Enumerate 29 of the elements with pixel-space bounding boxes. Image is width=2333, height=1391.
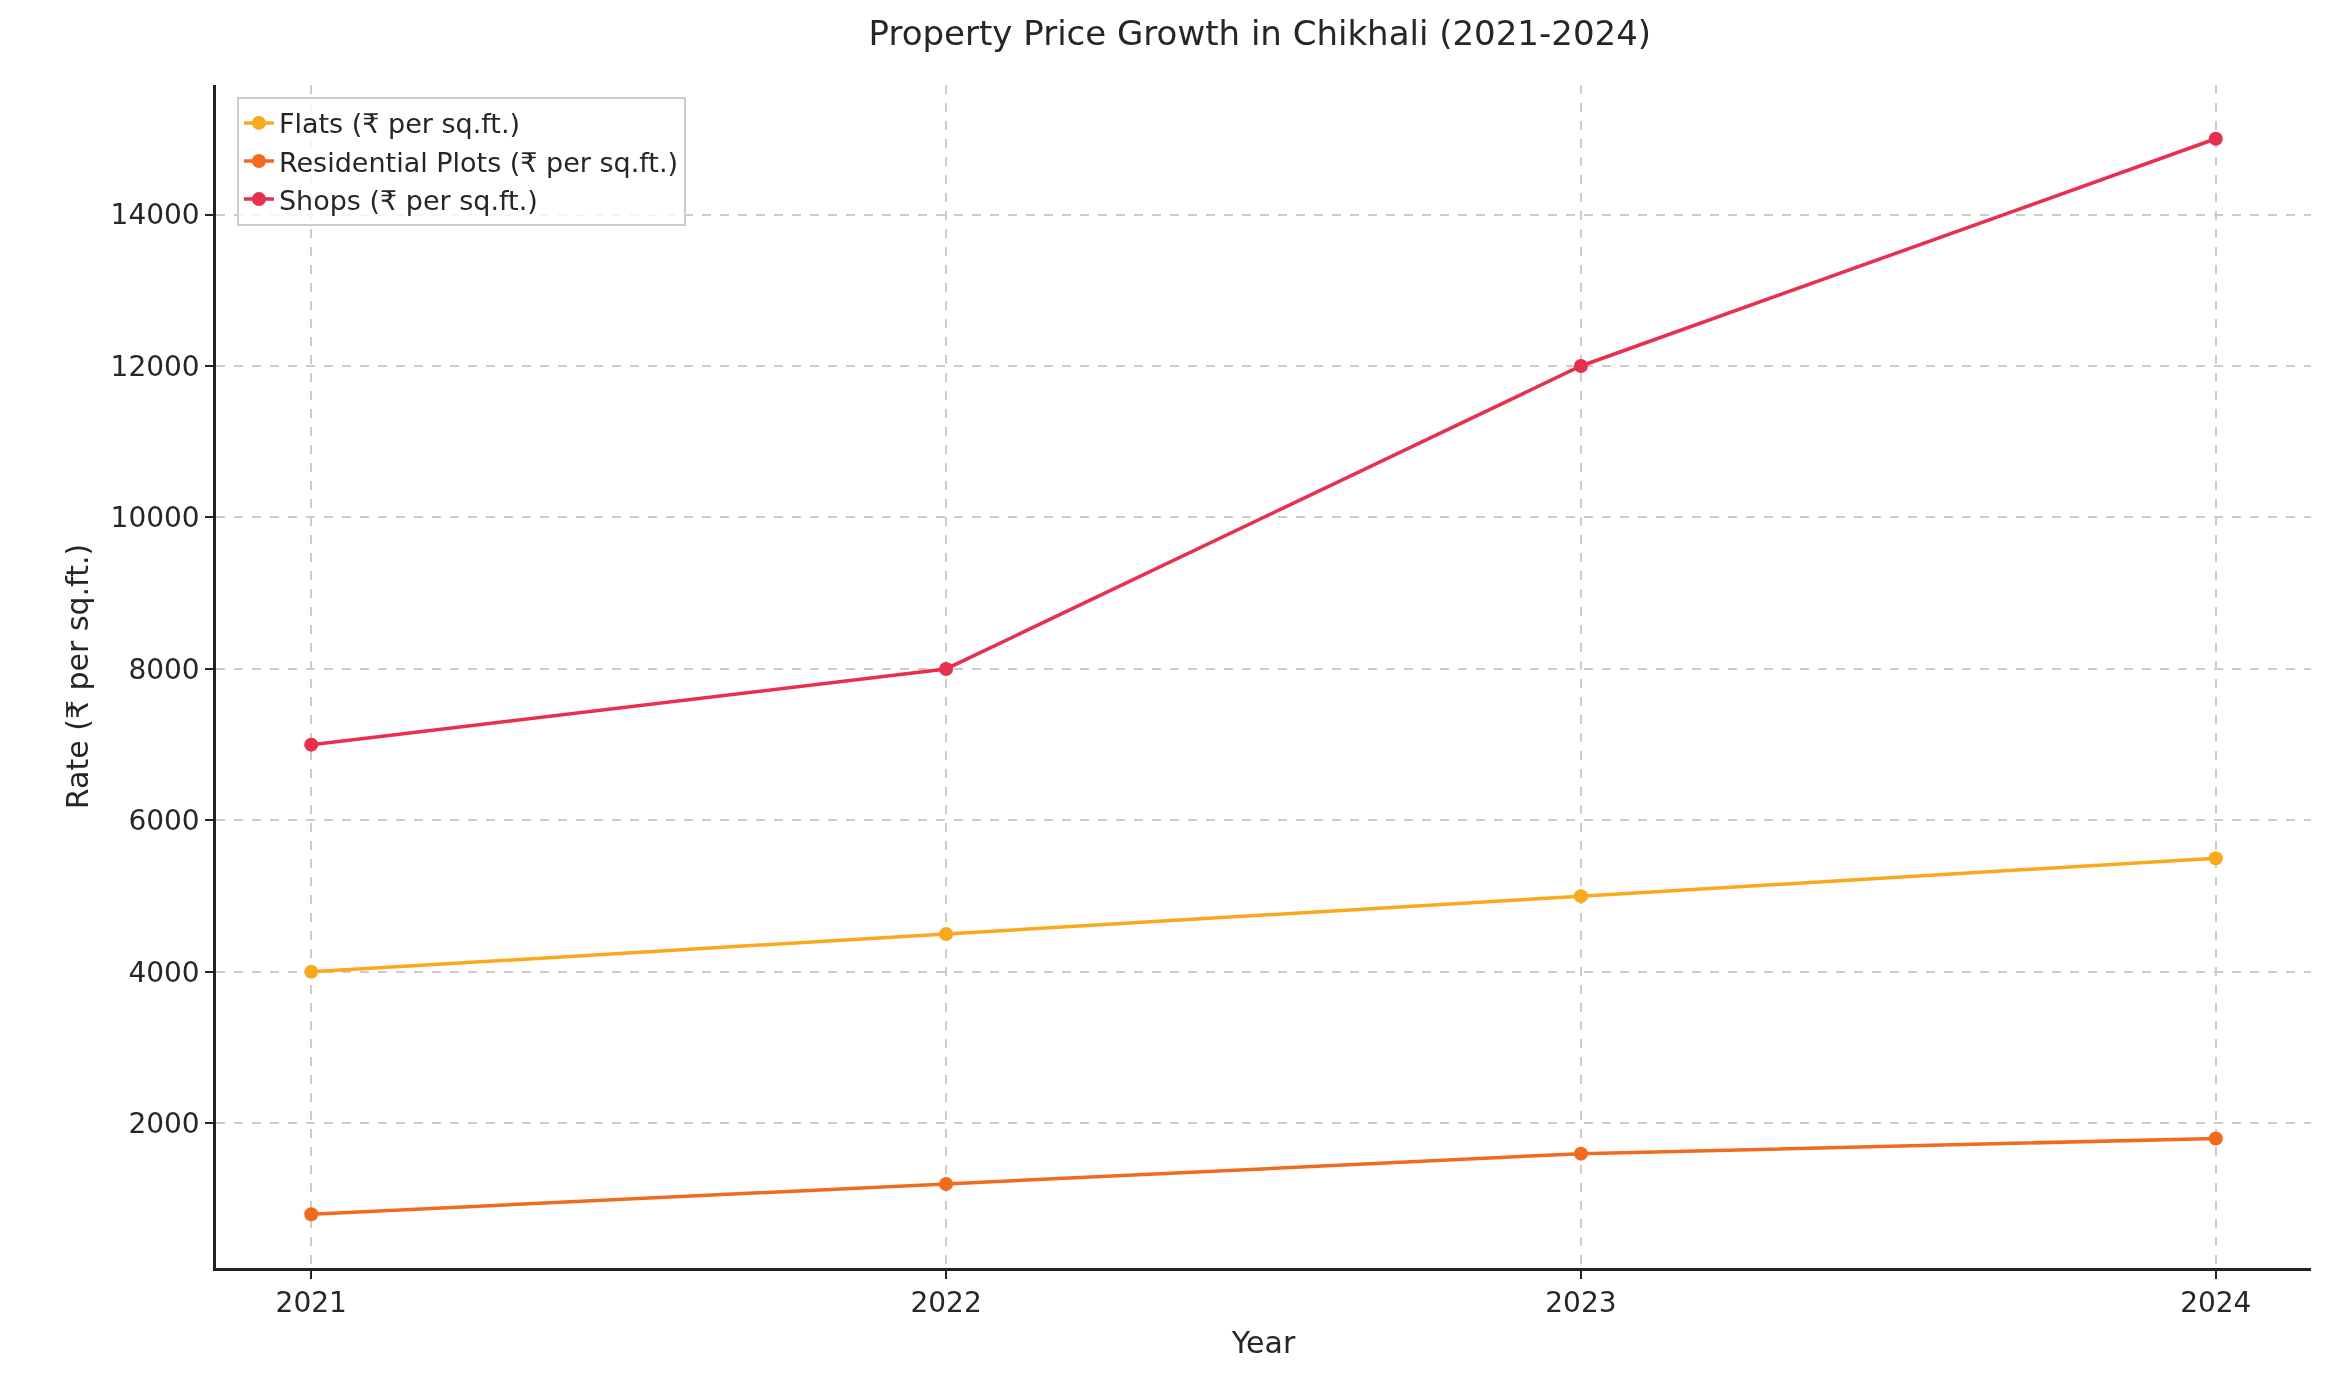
legend-label: Shops (₹ per sq.ft.) <box>278 184 538 216</box>
x-tick-label: 2024 <box>2180 1286 2252 1320</box>
x-tick-label: 2023 <box>1545 1286 1617 1320</box>
point <box>1573 889 1588 904</box>
point <box>2208 851 2223 866</box>
y-tick-label: 8000 <box>128 652 200 686</box>
point <box>304 737 319 752</box>
point <box>304 964 319 979</box>
y-tick-label: 2000 <box>128 1107 200 1141</box>
y-tick-label: 14000 <box>110 198 200 232</box>
point <box>2208 1131 2223 1146</box>
x-tick-label: 2021 <box>275 1286 347 1320</box>
legend-label: Residential Plots (₹ per sq.ft.) <box>278 146 679 178</box>
point <box>939 927 954 941</box>
point <box>939 1176 954 1191</box>
point <box>939 661 954 676</box>
chart-title: Property Price Growth in Chikhali (2021-2024) <box>868 12 1652 53</box>
y-tick-label: 6000 <box>128 804 200 838</box>
point <box>304 1207 319 1222</box>
legend-label: Flats (₹ per sq.ft.) <box>278 108 521 140</box>
x-axis-title: Year <box>1230 1324 1296 1360</box>
y-tick-label: 4000 <box>128 955 200 989</box>
y-axis-title: Rate (₹ per sq.ft.) <box>59 543 95 810</box>
point <box>2208 131 2223 146</box>
x-tick-label: 2022 <box>910 1286 982 1320</box>
y-tick-label: 10000 <box>110 501 200 535</box>
point <box>1573 358 1588 373</box>
point <box>1573 1146 1588 1161</box>
y-tick-label: 12000 <box>110 349 200 383</box>
